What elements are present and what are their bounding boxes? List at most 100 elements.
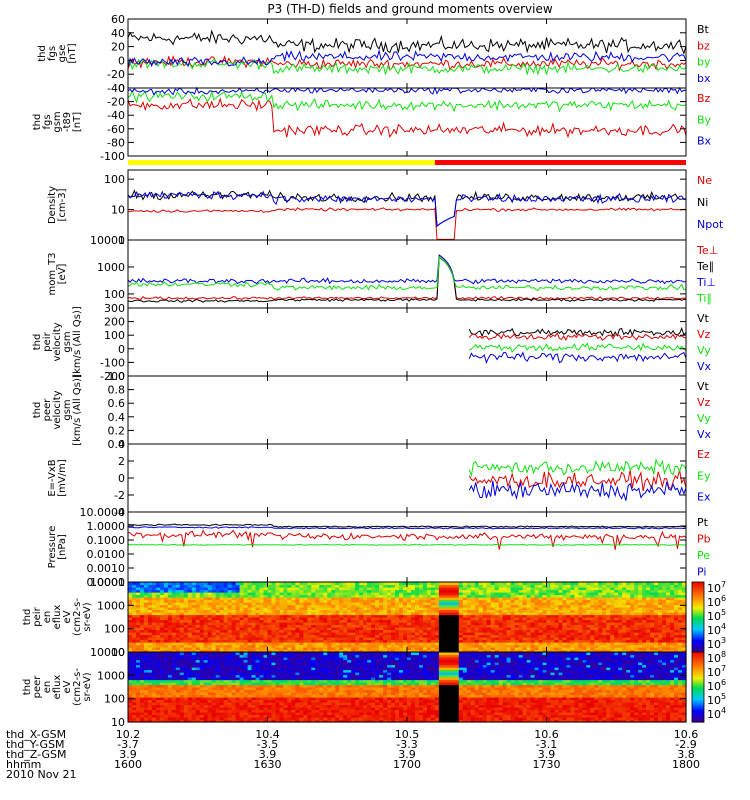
heatmap-cell: [399, 622, 404, 626]
heatmap-cell: [215, 587, 221, 591]
heatmap-cell: [175, 602, 181, 606]
heatmap-cell: [151, 672, 157, 676]
heatmap-cell: [494, 637, 500, 641]
heatmap-cell: [263, 634, 269, 638]
heatmap-cell: [446, 632, 452, 636]
heatmap-cell: [327, 604, 332, 608]
legend-Bt: Bt: [697, 23, 710, 36]
heatmap-cell: [191, 614, 197, 618]
heatmap-cell: [323, 597, 328, 601]
heatmap-cell: [510, 627, 516, 631]
heatmap-cell: [466, 642, 472, 646]
legend-by: by: [697, 56, 711, 69]
heatmap-cell: [299, 637, 304, 641]
heatmap-cell: [143, 682, 149, 686]
heatmap-cell: [155, 677, 161, 681]
heatmap-cell: [255, 647, 261, 651]
heatmap-cell: [550, 642, 556, 646]
heatmap-cell: [147, 584, 153, 588]
heatmap-cell: [223, 719, 229, 723]
heatmap-cell: [155, 609, 161, 613]
heatmap-cell: [199, 707, 205, 711]
heatmap-cell: [422, 589, 428, 593]
heatmap-cell: [179, 702, 185, 706]
heatmap-cell: [538, 639, 544, 643]
heatmap-cell: [207, 652, 213, 656]
heatmap-cell: [155, 672, 161, 676]
heatmap-cell: [670, 617, 675, 621]
heatmap-cell: [207, 687, 213, 691]
heatmap-cell: [291, 619, 296, 623]
heatmap-cell: [407, 589, 412, 593]
heatmap-cell: [187, 714, 193, 718]
heatmap-cell: [510, 629, 516, 633]
heatmap-cell: [506, 589, 512, 593]
heatmap-cell: [339, 622, 344, 626]
heatmap-cell: [510, 622, 516, 626]
heatmap-cell: [231, 712, 237, 716]
heatmap-cell: [311, 632, 316, 636]
heatmap-cell: [243, 597, 249, 601]
heatmap-cell: [140, 699, 145, 703]
heatmap-cell: [211, 654, 217, 658]
heatmap-cell: [363, 607, 368, 611]
heatmap-cell: [678, 637, 683, 641]
heatmap-cell: [239, 617, 245, 621]
heatmap-cell: [670, 604, 675, 608]
heatmap-cell: [534, 639, 540, 643]
heatmap-cell: [167, 662, 173, 666]
heatmap-cell: [167, 624, 173, 628]
heatmap-cell: [662, 649, 667, 653]
heatmap-cell: [231, 647, 237, 651]
heatmap-cell: [271, 627, 277, 631]
heatmap-cell: [666, 589, 671, 593]
heatmap-cell: [383, 584, 388, 588]
heatmap-cell: [183, 619, 189, 623]
heatmap-cell: [662, 587, 667, 591]
heatmap-cell: [195, 642, 201, 646]
heatmap-cell: [395, 639, 400, 643]
heatmap-cell: [167, 697, 173, 701]
heatmap-cell: [566, 582, 571, 586]
colorbar-cell: [692, 596, 704, 599]
heatmap-cell: [159, 634, 165, 638]
heatmap-cell: [315, 642, 320, 646]
heatmap-cell: [163, 662, 169, 666]
heatmap-cell: [271, 602, 277, 606]
heatmap-cell: [462, 627, 468, 631]
heatmap-cell: [478, 619, 484, 623]
heatmap-cell: [203, 682, 209, 686]
heatmap-cell: [227, 664, 233, 668]
heatmap-cell: [355, 642, 360, 646]
heatmap-cell: [490, 604, 496, 608]
heatmap-cell: [291, 599, 296, 603]
heatmap-cell: [211, 689, 217, 693]
heatmap-cell: [411, 602, 416, 606]
heatmap-cell: [299, 609, 304, 613]
y-tick-label: 0: [118, 54, 125, 67]
heatmap-cell: [227, 704, 233, 708]
heatmap-cell: [339, 607, 344, 611]
heatmap-cell: [450, 642, 456, 646]
heatmap-cell: [147, 647, 153, 651]
heatmap-cell: [255, 607, 261, 611]
heatmap-cell: [682, 649, 687, 653]
heatmap-cell: [626, 612, 631, 616]
heatmap-cell: [558, 634, 564, 638]
heatmap-cell: [227, 682, 233, 686]
heatmap-cell: [299, 629, 304, 633]
heatmap-cell: [167, 644, 173, 648]
heatmap-cell: [151, 619, 157, 623]
heatmap-cell: [140, 624, 145, 628]
heatmap-cell: [203, 594, 209, 598]
heatmap-cell: [311, 647, 316, 651]
heatmap-cell: [542, 609, 548, 613]
heatmap-cell: [151, 617, 157, 621]
heatmap-cell: [175, 672, 181, 676]
heatmap-cell: [175, 699, 181, 703]
heatmap-cell: [638, 649, 643, 653]
heatmap-cell: [586, 619, 591, 623]
heatmap-cell: [355, 627, 360, 631]
heatmap-cell: [578, 582, 583, 586]
heatmap-cell: [570, 587, 575, 591]
